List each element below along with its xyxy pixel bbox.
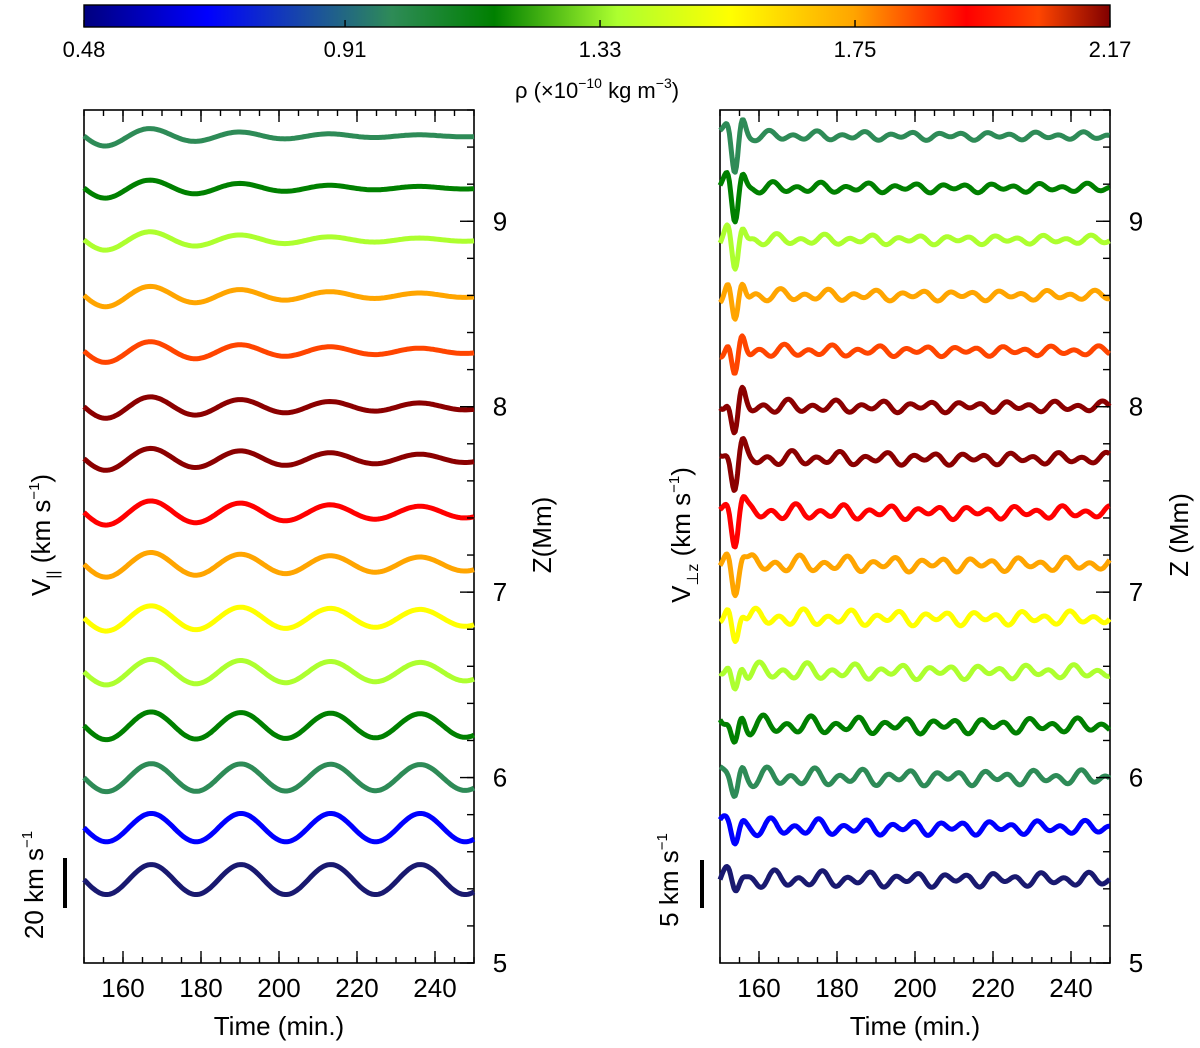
series-line: [82, 229, 475, 253]
series-line: [718, 764, 1112, 799]
series-line: [82, 126, 475, 149]
right-panel: 160 180 200 220 240 5 6 7 8 9 Time (min.) V⊥z (k…: [654, 109, 1194, 1041]
colorbar-tick-label: 0.48: [63, 37, 106, 62]
z-tick-label: 6: [1129, 763, 1143, 793]
series-line: [717, 712, 1112, 745]
x-tick-label: 220: [335, 973, 378, 1003]
right-y-axis-label: V⊥z (km s−1): [666, 467, 702, 603]
series-line: [717, 813, 1111, 847]
series-line: [718, 117, 1111, 175]
x-tick-label: 180: [815, 973, 858, 1003]
x-tick-label: 160: [737, 973, 780, 1003]
series-line: [82, 445, 475, 473]
x-tick-label: 160: [101, 973, 144, 1003]
series-line: [717, 222, 1111, 272]
series-line: [718, 605, 1112, 644]
x-tick-label: 220: [971, 973, 1014, 1003]
right-scale-bar-label: 5 km s−1: [654, 833, 684, 927]
left-y-axis-label: V|| (km s−1): [26, 474, 62, 596]
x-tick-label: 200: [257, 973, 300, 1003]
left-x-axis: 160 180 200 220 240: [83, 110, 475, 1003]
z-tick-label: 9: [493, 206, 507, 236]
series-line: [82, 498, 475, 528]
left-curves: [82, 126, 476, 897]
series-line: [718, 281, 1111, 322]
series-line: [718, 436, 1112, 493]
right-curves: [717, 117, 1112, 894]
z-tick-label: 6: [493, 763, 507, 793]
left-panel: 160 180 200 220 240 5 6 7 8 9 Time (min.) V|| (k…: [19, 109, 557, 1041]
series-line: [82, 862, 476, 897]
series-line: [718, 333, 1111, 376]
z-tick-label: 5: [493, 948, 507, 978]
series-line: [82, 811, 476, 845]
colorbar-gradient: [83, 4, 1111, 28]
series-line: [82, 761, 476, 795]
z-tick-label: 9: [1129, 206, 1143, 236]
left-z-axis-label: Z(Mm): [527, 497, 557, 574]
z-tick-label: 7: [1129, 577, 1143, 607]
series-line: [82, 550, 475, 580]
left-z-axis: 5 6 7 8 9: [460, 109, 507, 978]
colorbar-label: ρ (×10−10 kg m−3): [515, 75, 679, 103]
right-z-axis: 5 6 7 8 9: [1096, 109, 1143, 978]
z-tick-label: 8: [1129, 392, 1143, 422]
colorbar-ticks: 0.48 0.91 1.33 1.75 2.17: [63, 20, 1132, 62]
x-tick-label: 240: [1049, 973, 1092, 1003]
series-line: [718, 494, 1111, 550]
series-line: [82, 394, 475, 421]
series-line: [82, 603, 475, 634]
series-line: [718, 659, 1111, 692]
right-x-axis: 160 180 200 220 240: [719, 110, 1111, 1003]
colorbar-tick-label: 1.33: [579, 37, 622, 62]
right-z-axis-label: Z (Mm): [1164, 493, 1194, 577]
series-line: [717, 551, 1112, 599]
z-tick-label: 7: [493, 577, 507, 607]
series-line: [82, 177, 475, 201]
series-line: [717, 864, 1112, 894]
series-line: [82, 339, 475, 365]
series-line: [82, 709, 476, 743]
series-line: [718, 384, 1112, 436]
series-line: [82, 283, 475, 310]
colorbar: 0.48 0.91 1.33 1.75 2.17 ρ (×10−10 kg m−3): [63, 4, 1132, 103]
left-scale-bar-label: 20 km s−1: [19, 831, 49, 939]
right-x-axis-label: Time (min.): [850, 1011, 980, 1041]
colorbar-tick-label: 1.75: [834, 37, 877, 62]
z-tick-label: 8: [493, 392, 507, 422]
left-x-axis-label: Time (min.): [214, 1011, 344, 1041]
x-tick-label: 200: [893, 973, 936, 1003]
series-line: [717, 170, 1111, 225]
x-tick-label: 240: [413, 973, 456, 1003]
series-line: [82, 656, 475, 688]
z-tick-label: 5: [1129, 948, 1143, 978]
colorbar-tick-label: 0.91: [324, 37, 367, 62]
x-tick-label: 180: [179, 973, 222, 1003]
colorbar-tick-label: 2.17: [1089, 37, 1132, 62]
